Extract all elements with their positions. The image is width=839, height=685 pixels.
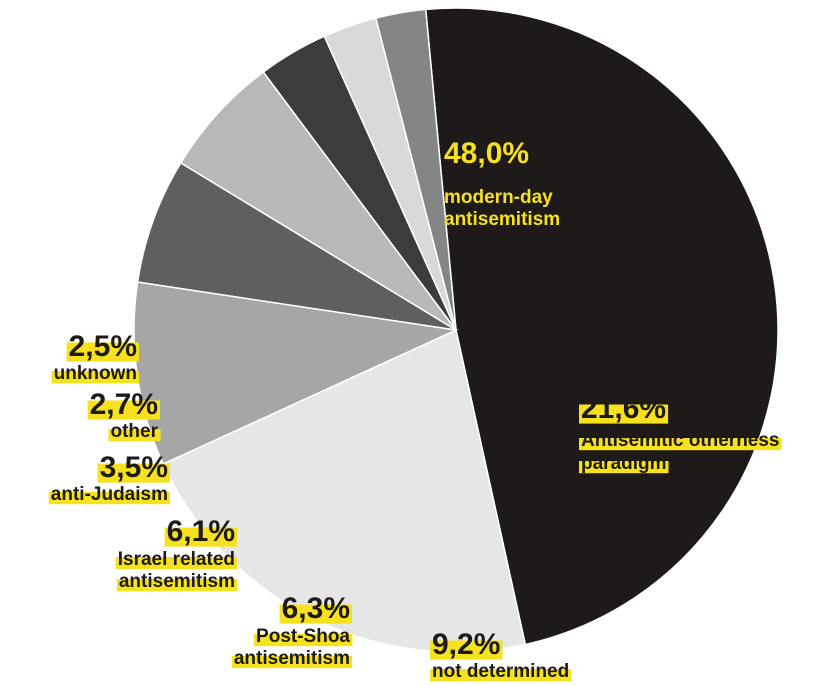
label-highlight xyxy=(87,400,160,420)
label-highlight xyxy=(116,579,237,592)
data-label-value-other: 2,7% xyxy=(90,388,158,421)
label-highlight xyxy=(51,371,139,384)
data-label-name-antisemitic-otherness-paradigm: Antisemitic otherness xyxy=(581,430,780,451)
data-label-value-post-shoa-antisemitism: 6,3% xyxy=(282,592,350,625)
label-highlight xyxy=(48,492,170,505)
data-label-value-not-determined: 9,2% xyxy=(432,628,500,661)
label-highlight xyxy=(279,604,352,624)
data-label-name-israel-related-antisemitism: antisemitism xyxy=(119,571,235,592)
data-label-name-unknown: unknown xyxy=(54,363,137,384)
label-highlight xyxy=(430,640,503,660)
data-label-name-other: other xyxy=(111,421,159,442)
label-highlight xyxy=(579,404,669,424)
data-label-value-anti-judaism: 3,5% xyxy=(100,451,168,484)
data-label-name-post-shoa-antisemitism: antisemitism xyxy=(234,648,350,669)
label-highlight xyxy=(430,669,572,682)
label-highlight xyxy=(108,429,161,442)
data-label-name-israel-related-antisemitism: Israel related xyxy=(118,549,235,570)
label-highlight xyxy=(164,527,237,547)
data-label-value-israel-related-antisemitism: 6,1% xyxy=(167,515,235,548)
label-highlight xyxy=(231,656,352,669)
data-label-name-modern-day-antisemitism: modern-day xyxy=(444,187,553,208)
pie-slice-unknown xyxy=(374,8,457,331)
pie-slices xyxy=(133,7,779,653)
label-highlight xyxy=(115,557,238,570)
data-label-name-post-shoa-antisemitism: Post-Shoa xyxy=(256,626,350,647)
data-label-value-unknown: 2,5% xyxy=(69,330,137,363)
label-highlight xyxy=(579,438,782,451)
label-highlight xyxy=(97,463,170,483)
pie-slice-israel-related-antisemitism xyxy=(179,70,457,331)
data-label-name-modern-day-antisemitism: antisemitism xyxy=(444,209,560,230)
pie-slice-modern-day-antisemitism xyxy=(424,7,779,646)
label-highlight xyxy=(66,342,139,362)
label-highlight xyxy=(579,461,669,474)
data-label-name-anti-judaism: anti-Judaism xyxy=(51,484,168,505)
pie-slice-post-shoa-antisemitism xyxy=(136,161,457,331)
data-label-name-antisemitic-otherness-paradigm: paradigm xyxy=(581,453,667,474)
data-label-value-modern-day-antisemitism: 48,0% xyxy=(444,137,529,170)
label-highlight xyxy=(254,634,353,647)
data-label-value-antisemitic-otherness-paradigm: 21,6% xyxy=(581,392,666,425)
pie-labels: 48,0%modern-dayantisemitism21,6%Antisemi… xyxy=(48,137,782,682)
data-label-name-not-determined: not determined xyxy=(432,661,569,682)
